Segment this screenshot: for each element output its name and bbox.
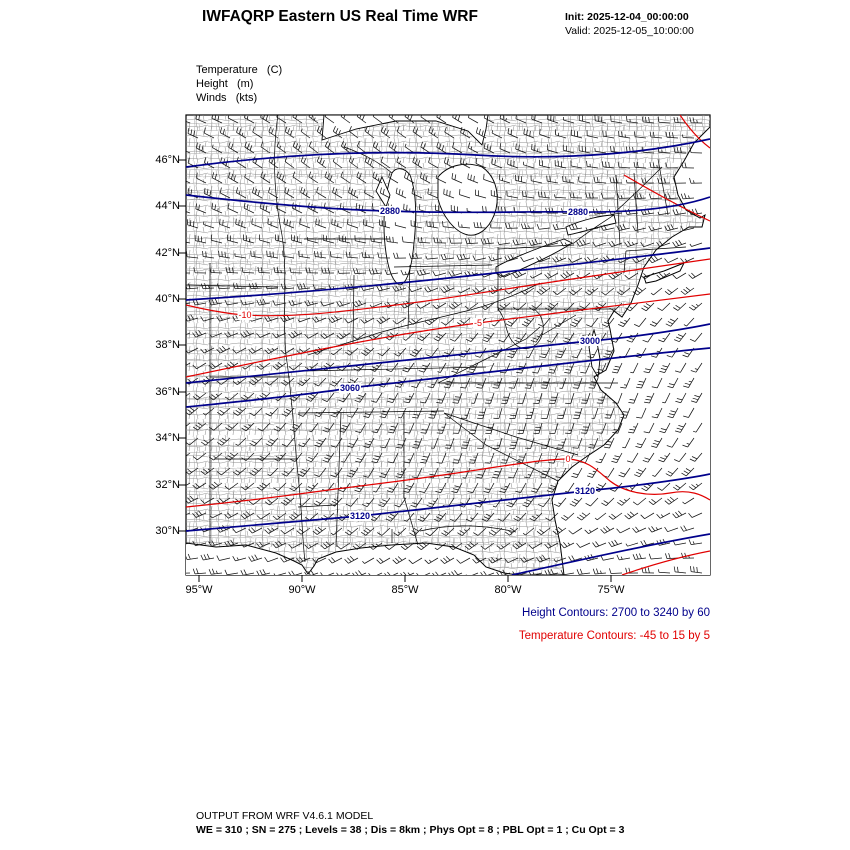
lat-tick-label: 40°N bbox=[155, 293, 180, 305]
map-layers bbox=[186, 115, 710, 575]
height-contour-caption: Height Contours: 2700 to 3240 by 60 bbox=[522, 607, 710, 619]
height-contour-label: 3000 bbox=[578, 336, 602, 346]
lat-tick-label: 38°N bbox=[155, 339, 180, 351]
footer-model-line: OUTPUT FROM WRF V4.6.1 MODEL bbox=[196, 810, 374, 822]
lat-tick-label: 42°N bbox=[155, 247, 180, 259]
lon-tick-label: 95°W bbox=[185, 584, 213, 596]
temp-contour-caption: Temperature Contours: -45 to 15 by 5 bbox=[518, 630, 710, 642]
lat-tick-label: 36°N bbox=[155, 386, 180, 398]
legend-line: Height (m) bbox=[196, 78, 254, 90]
field-legend: Temperature (C) Height (m) Winds (kts) bbox=[196, 63, 282, 105]
wind-barbs bbox=[186, 115, 703, 575]
footer-config-line: WE = 310 ; SN = 275 ; Levels = 38 ; Dis … bbox=[196, 824, 625, 836]
wrf-map bbox=[178, 114, 711, 582]
height-contour-label: 3060 bbox=[338, 383, 362, 393]
height-contour-label: 3120 bbox=[348, 511, 372, 521]
coastlines bbox=[186, 126, 710, 575]
legend-line: Winds (kts) bbox=[196, 92, 258, 104]
lat-tick-label: 32°N bbox=[155, 479, 180, 491]
lat-tick-label: 30°N bbox=[155, 525, 180, 537]
page-title: IWFAQRP Eastern US Real Time WRF bbox=[202, 8, 478, 25]
lon-tick-label: 90°W bbox=[288, 584, 316, 596]
great-lakes bbox=[321, 115, 617, 379]
height-contour-label: 3120 bbox=[573, 486, 597, 496]
lon-tick-label: 80°W bbox=[494, 584, 522, 596]
legend-line: Temperature (C) bbox=[196, 64, 283, 76]
lon-tick-label: 75°W bbox=[597, 584, 625, 596]
long-island bbox=[643, 262, 686, 284]
axis-tick-marks bbox=[178, 159, 612, 582]
state-boundaries bbox=[186, 115, 687, 563]
ocean-fill bbox=[186, 127, 710, 575]
valid-time: Valid: 2025-12-05_10:00:00 bbox=[565, 25, 694, 37]
lat-tick-label: 44°N bbox=[155, 200, 180, 212]
height-contour-label: 2880 bbox=[378, 206, 402, 216]
lon-tick-label: 85°W bbox=[391, 584, 419, 596]
temp-contour-label: -5 bbox=[472, 318, 484, 328]
height-contour-label: 2880 bbox=[566, 207, 590, 217]
temp-contour-label: 0 bbox=[564, 454, 572, 464]
lat-tick-label: 46°N bbox=[155, 154, 180, 166]
init-time: Init: 2025-12-04_00:00:00 bbox=[565, 11, 689, 23]
height-contours bbox=[186, 138, 710, 575]
lat-tick-label: 34°N bbox=[155, 432, 180, 444]
temp-contour-label: -10 bbox=[237, 310, 253, 320]
